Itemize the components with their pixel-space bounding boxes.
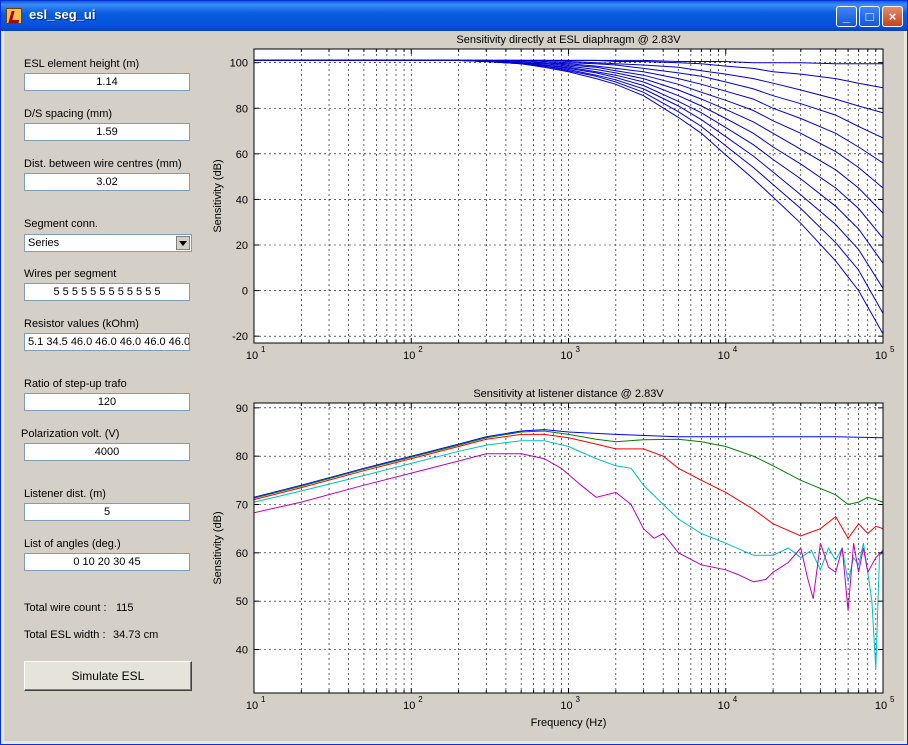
- chart-title: Sensitivity directly at ESL diaphragm @ …: [456, 34, 681, 46]
- x-tick-label: 10: [403, 350, 415, 362]
- y-tick-label: 90: [236, 403, 248, 415]
- listener-dist-field[interactable]: 5: [24, 503, 190, 521]
- y-tick-label: 100: [230, 58, 248, 70]
- y-tick-label: 60: [236, 548, 248, 560]
- diaphragm-sensitivity-chart[interactable]: -20020406080100101102103104105Sensitivit…: [212, 34, 895, 362]
- close-icon: ×: [888, 9, 897, 24]
- maximize-button[interactable]: □: [859, 6, 880, 27]
- trafo-ratio-label: Ratio of step-up trafo: [24, 378, 127, 390]
- ds-spacing-label: D/S spacing (mm): [24, 108, 113, 120]
- chart-title: Sensitivity at listener distance @ 2.83V: [473, 388, 664, 400]
- x-tick-exponent: 3: [576, 695, 581, 704]
- x-tick-exponent: 2: [418, 345, 423, 354]
- wire-count-label: Total wire count :: [24, 602, 107, 614]
- height-field[interactable]: 1.14: [24, 73, 190, 91]
- y-axis-label: Sensitivity (dB): [212, 159, 224, 232]
- series-line-4: [254, 59, 883, 139]
- y-tick-label: -20: [232, 331, 248, 343]
- listener-dist-label: Listener dist. (m): [24, 488, 106, 500]
- segment-conn-value: Series: [28, 237, 60, 249]
- minimize-button[interactable]: _: [836, 6, 857, 27]
- series-line-4: [254, 440, 883, 669]
- x-tick-label: 10: [560, 350, 572, 362]
- resistor-values-label: Resistor values (kOhm): [24, 318, 139, 330]
- window-title: esl_seg_ui: [29, 7, 96, 22]
- plots-area: -20020406080100101102103104105Sensitivit…: [212, 34, 895, 729]
- title-bar[interactable]: esl_seg_ui _ □ ×: [1, 1, 907, 31]
- series-line-12: [254, 59, 883, 335]
- esl-width-label: Total ESL width :: [24, 629, 106, 641]
- close-button[interactable]: ×: [882, 6, 903, 27]
- simulate-esl-button[interactable]: Simulate ESL: [24, 661, 192, 691]
- y-axis-label: Sensitivity (dB): [212, 511, 224, 584]
- series-line-1: [254, 429, 883, 498]
- ds-spacing-field[interactable]: 1.59: [24, 123, 190, 141]
- x-tick-label: 10: [718, 700, 730, 712]
- x-tick-label: 10: [246, 350, 258, 362]
- series-line-5: [254, 453, 883, 611]
- maximize-icon: □: [865, 9, 874, 24]
- wires-per-segment-label: Wires per segment: [24, 268, 117, 280]
- wires-per-segment-field[interactable]: 5 5 5 5 5 5 5 5 5 5 5 5: [24, 283, 190, 301]
- y-tick-label: 50: [236, 596, 248, 608]
- y-tick-label: 40: [236, 194, 248, 206]
- chevron-down-icon[interactable]: [176, 236, 190, 250]
- angles-field[interactable]: 0 10 20 30 45: [24, 553, 190, 571]
- series-line-2: [254, 430, 883, 506]
- x-tick-label: 10: [246, 700, 258, 712]
- esl-width-value: 34.73 cm: [113, 629, 159, 641]
- minimize-icon: _: [842, 9, 851, 24]
- x-tick-exponent: 4: [733, 695, 738, 704]
- x-tick-label: 10: [403, 700, 415, 712]
- x-tick-exponent: 1: [261, 695, 266, 704]
- wire-count-value: 115: [116, 602, 134, 614]
- wire-distance-label: Dist. between wire centres (mm): [24, 158, 182, 170]
- x-tick-label: 10: [875, 350, 887, 362]
- angles-label: List of angles (deg.): [24, 538, 121, 550]
- segment-conn-label: Segment conn.: [24, 218, 98, 230]
- series-line-6: [254, 59, 883, 189]
- x-tick-exponent: 4: [733, 345, 738, 354]
- polarization-label: Polarization volt. (V): [21, 428, 120, 440]
- series-line-3: [254, 433, 883, 540]
- resistor-values-field[interactable]: 5.1 34.5 46.0 46.0 46.0 46.0 46.0: [24, 333, 190, 351]
- series-line-9: [254, 59, 883, 264]
- x-tick-exponent: 3: [576, 345, 581, 354]
- y-tick-label: 20: [236, 240, 248, 252]
- matlab-icon: [6, 8, 22, 24]
- y-tick-label: 60: [236, 149, 248, 161]
- x-tick-exponent: 1: [261, 345, 266, 354]
- y-tick-label: 80: [236, 103, 248, 115]
- x-tick-label: 10: [875, 700, 887, 712]
- x-tick-exponent: 2: [418, 695, 423, 704]
- polarization-field[interactable]: 4000: [24, 443, 190, 461]
- height-label: ESL element height (m): [24, 58, 140, 70]
- y-tick-label: 0: [242, 286, 248, 298]
- series-group: [254, 429, 883, 669]
- trafo-ratio-field[interactable]: 120: [24, 393, 190, 411]
- segment-conn-select[interactable]: Series: [24, 234, 192, 252]
- y-tick-label: 40: [236, 645, 248, 657]
- x-tick-label: 10: [560, 700, 572, 712]
- series-group: [254, 59, 883, 335]
- x-tick-exponent: 5: [890, 345, 895, 354]
- wire-distance-field[interactable]: 3.02: [24, 173, 190, 191]
- y-tick-label: 80: [236, 451, 248, 463]
- x-tick-label: 10: [718, 350, 730, 362]
- x-tick-exponent: 5: [890, 695, 895, 704]
- y-tick-label: 70: [236, 500, 248, 512]
- x-axis-label: Frequency (Hz): [531, 717, 607, 729]
